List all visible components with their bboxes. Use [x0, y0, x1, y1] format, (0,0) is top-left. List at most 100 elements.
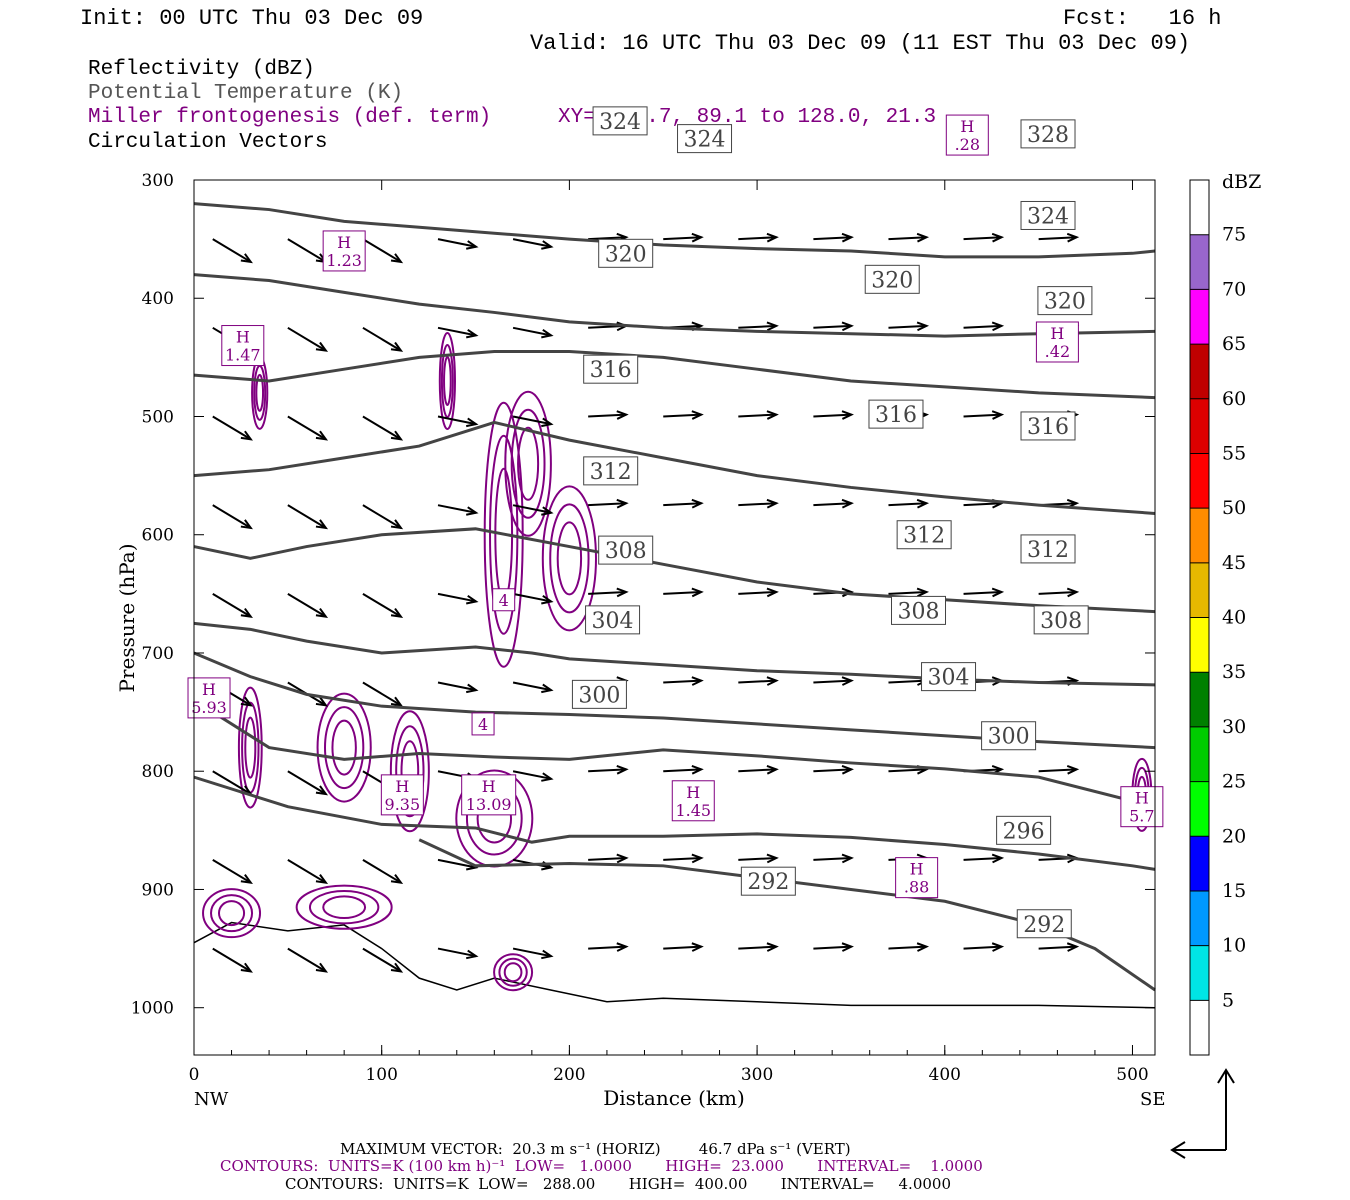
circulation-vector [888, 502, 927, 507]
x-tick-label: 400 [929, 1065, 961, 1085]
x-tick-label: 200 [553, 1065, 585, 1085]
colorbar-segment [1190, 344, 1209, 399]
vector-arrowhead [390, 962, 404, 973]
vector-arrowhead [766, 498, 779, 509]
maximum-label-value: .28 [955, 135, 980, 154]
theta-label-box [583, 456, 639, 486]
theta-label: 316 [875, 403, 917, 428]
x-tick-label: 500 [1116, 1065, 1148, 1085]
circulation-vector [512, 326, 552, 337]
maximum-label-box [945, 114, 989, 156]
theta-contour-296 [193, 775, 1156, 871]
theta-label: 300 [988, 725, 1030, 750]
circulation-vector [663, 856, 702, 861]
maximum-label-value: 1.45 [675, 801, 711, 820]
colorbar-label: 10 [1222, 935, 1246, 957]
vector-arrowhead [841, 321, 854, 332]
circulation-vector [663, 236, 702, 241]
vector-arrowhead [991, 321, 1005, 332]
theta-label: 324 [684, 128, 726, 153]
maximum-label-box [221, 325, 265, 367]
vector-arrowhead [916, 587, 930, 598]
circulation-vector [813, 768, 852, 773]
vector-arrowhead [766, 410, 779, 420]
maximum-label-box [1035, 321, 1079, 363]
circulation-vector [813, 502, 852, 507]
vector-arrowhead [466, 328, 479, 339]
footer-theta-contours: CONTOURS: UNITS=K LOW= 288.00 HIGH= 400.… [285, 1175, 951, 1193]
contour-label-box [471, 712, 495, 736]
circulation-vector [963, 502, 1002, 507]
circulation-vector [287, 770, 327, 795]
circulation-vector [963, 856, 1002, 861]
frontogenesis-contour [517, 426, 540, 501]
colorbar-title: dBZ [1222, 171, 1261, 193]
circulation-vector [963, 590, 1002, 595]
colorbar-segment [1190, 562, 1209, 618]
frontogenesis-contour [438, 332, 456, 431]
colorbar-label: 20 [1222, 825, 1246, 847]
circulation-vector [362, 415, 402, 441]
circulation-vector [963, 236, 1002, 241]
theta-label-box [583, 354, 639, 384]
theta-label: 320 [1044, 290, 1086, 315]
frontogenesis-contour [255, 373, 265, 412]
theta-contour-304 [193, 651, 1156, 750]
circulation-vector [963, 413, 1002, 418]
colorbar-segment [1190, 726, 1209, 782]
circulation-vector [512, 592, 552, 603]
circulation-vector [588, 236, 627, 241]
theta-contour-324 [193, 273, 1156, 338]
vector-arrowhead [541, 594, 554, 605]
vector-arrowhead [1066, 587, 1080, 598]
frontogenesis-contour [541, 485, 597, 632]
circulation-vector [437, 592, 477, 603]
vector-arrowhead [766, 676, 779, 686]
circulation-vector [888, 590, 927, 595]
circulation-vector [663, 945, 702, 950]
circulation-vector [362, 947, 402, 973]
circulation-vector [588, 502, 627, 507]
circulation-vector [512, 504, 552, 514]
y-tick-label: 500 [142, 407, 174, 427]
maximum-label-value: 5.7 [1129, 807, 1154, 826]
y-axis-label: Pressure (hPa) [115, 544, 139, 693]
vector-arrowhead [691, 942, 704, 952]
colorbar-segment [1190, 617, 1209, 673]
theta-label-box [592, 106, 648, 136]
theta-contour-316 [193, 420, 1156, 515]
circulation-vector [888, 945, 927, 950]
theta-label-box [1020, 411, 1076, 441]
vector-arrowhead [1066, 232, 1080, 243]
circulation-vector [663, 413, 702, 418]
legend-theta: Potential Temperature (K) [88, 82, 404, 105]
colorbar-label: 65 [1222, 333, 1246, 355]
maximum-label-h: H [910, 860, 924, 879]
colorbar-segment [1190, 234, 1209, 290]
vector-arrowhead [240, 696, 253, 707]
circulation-vector [437, 504, 477, 514]
circulation-vector [888, 324, 927, 329]
theta-label: 312 [903, 524, 945, 549]
circulation-vector [738, 856, 777, 861]
maximum-label-value: 13.09 [466, 795, 512, 814]
circulation-vector [437, 326, 477, 337]
vector-arrowhead [841, 410, 854, 420]
vector-arrowhead [390, 874, 404, 885]
circulation-vector [362, 681, 402, 707]
colorbar-label: 50 [1222, 497, 1246, 519]
vector-arrowhead [541, 417, 554, 428]
circulation-vector [738, 768, 777, 773]
circulation-vector [588, 856, 627, 861]
theta-label: 312 [590, 460, 632, 485]
vector-arrowhead [315, 874, 329, 885]
theta-label-box [1020, 200, 1076, 230]
circulation-vector [212, 415, 252, 441]
circulation-vector [813, 856, 852, 861]
frontogenesis-contour [440, 344, 454, 419]
theta-contour-328 [193, 202, 1156, 259]
frontogenesis-contour [210, 894, 254, 933]
colorbar-segment [1190, 781, 1209, 837]
theta-label: 308 [898, 599, 940, 624]
colorbar-label: 5 [1222, 989, 1234, 1011]
